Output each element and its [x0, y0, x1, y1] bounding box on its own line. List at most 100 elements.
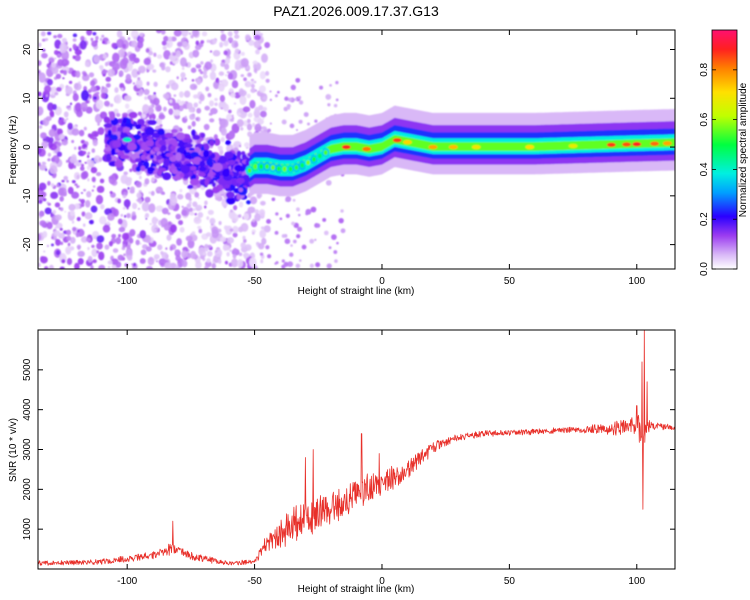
spectrogram-noise-cell [91, 148, 96, 153]
spectrogram-noise-cell [228, 88, 234, 93]
spectrogram-noise-cell [144, 234, 152, 244]
spectrogram-noise-cell [108, 175, 116, 185]
spectrogram-noise-cell [237, 112, 241, 116]
spectrogram-noise-cell [91, 189, 94, 192]
spectrogram-noise-cell [230, 92, 236, 98]
spectrogram-noise-cell [181, 209, 188, 216]
spectrogram-noise-cell [212, 38, 217, 45]
spectrogram-noise-cell [177, 263, 180, 266]
spectrogram-noise-cell [87, 151, 91, 155]
spectrogram-noise-cell [315, 262, 321, 268]
spectrogram-noise-cell [95, 99, 104, 110]
spectrogram-noise-cell [205, 232, 212, 237]
spectrogram-noise-cell [154, 228, 157, 232]
spectrogram-noise-cell [127, 186, 130, 190]
spectrogram-noise-cell [234, 48, 240, 54]
spectrogram-noise-cell [190, 34, 194, 39]
spectrogram-cluster-cell [137, 118, 145, 126]
spectrogram-hot-spot [632, 141, 642, 147]
spectrogram-noise-cell [69, 236, 76, 244]
spectrogram-noise-cell [56, 53, 61, 58]
spectrogram-hot-spot [568, 143, 578, 149]
spectrogram-noise-cell [240, 57, 249, 68]
spectrogram-noise-cell [160, 30, 166, 35]
spectrogram-noise-cell [303, 112, 309, 118]
spectrogram-noise-cell [223, 103, 229, 112]
spectrogram-noise-cell [163, 35, 169, 42]
spectrogram-noise-cell [61, 179, 65, 183]
spectrogram-noise-cell [40, 255, 45, 262]
spectrogram-noise-cell [82, 223, 86, 227]
spectrogram-noise-cell [229, 249, 232, 252]
spectrogram-noise-cell [63, 119, 67, 123]
spectrogram-noise-cell [45, 94, 49, 98]
spectrogram-noise-cell [50, 191, 59, 200]
spectrogram-cluster-cell [134, 158, 142, 163]
spectrogram-noise-cell [150, 190, 155, 196]
spectrogram-noise-cell [253, 40, 261, 49]
snr-x-label: Height of straight line (km) [298, 584, 415, 595]
spectrogram-noise-cell [123, 171, 128, 176]
spectrogram-noise-cell [104, 244, 110, 250]
spectrogram-noise-cell [212, 50, 221, 57]
spectrogram-noise-cell [65, 246, 72, 255]
spectrogram-cluster-cell [122, 117, 127, 124]
spectrogram-noise-cell [131, 211, 136, 216]
spectrogram-noise-cell [179, 91, 184, 98]
spectrogram-noise-cell [309, 238, 315, 244]
spectrogram-noise-cell [296, 207, 300, 212]
spectrogram-noise-cell [112, 208, 119, 217]
spectrogram-noise-cell [48, 61, 52, 65]
spectrogram-noise-cell [168, 108, 174, 115]
spectrogram-noise-cell [165, 247, 168, 250]
spectrogram-noise-cell [161, 40, 167, 46]
spectrogram-noise-cell [183, 90, 191, 98]
spectrogram-noise-cell [165, 39, 173, 49]
spectrogram-x-tick-label: -100 [117, 276, 137, 287]
spectrogram-noise-cell [135, 181, 142, 188]
spectrogram-noise-cell [236, 259, 244, 268]
spectrogram-cluster-cell [158, 139, 167, 146]
spectrogram-noise-cell [259, 110, 267, 118]
spectrogram-noise-cell [231, 116, 235, 120]
spectrogram-noise-cell [105, 83, 111, 88]
spectrogram-noise-cell [59, 117, 62, 120]
spectrogram-noise-cell [340, 228, 346, 234]
spectrogram-noise-cell [41, 191, 47, 198]
spectrogram-noise-cell [112, 52, 120, 63]
spectrogram-noise-cell [57, 33, 63, 39]
spectrogram-noise-cell [46, 221, 53, 230]
spectrogram-noise-cell [48, 141, 54, 149]
spectrogram-noise-cell [294, 98, 298, 101]
spectrogram-noise-cell [40, 31, 46, 37]
spectrogram-noise-cell [119, 58, 128, 70]
spectrogram-noise-cell [182, 40, 188, 47]
spectrogram-noise-cell [51, 148, 54, 151]
spectrogram-noise-cell [233, 247, 237, 253]
spectrogram-noise-cell [283, 106, 288, 112]
spectrogram-noise-cell [220, 136, 226, 143]
spectrogram-noise-cell [113, 108, 119, 115]
spectrogram-cluster-cell [246, 200, 251, 205]
snr-y-tick-label: 4000 [22, 398, 33, 421]
spectrogram-noise-cell [194, 212, 198, 216]
spectrogram-cluster-cell [145, 139, 154, 147]
spectrogram-noise-cell [54, 57, 57, 60]
spectrogram-noise-cell [80, 101, 88, 111]
spectrogram-noise-cell [74, 54, 81, 62]
spectrogram-cluster-cell [172, 169, 179, 175]
snr-x-ticks: -100 -50 0 50 100 [117, 330, 646, 587]
spectrogram-noise-cell [55, 73, 62, 80]
spectrogram-noise-cell [38, 42, 42, 47]
spectrogram-noise-cell [81, 89, 89, 101]
spectrogram-noise-cell [184, 77, 187, 80]
spectrogram-noise-cell [122, 194, 127, 199]
spectrogram-noise-cell [86, 30, 93, 36]
spectrogram-noise-cell [309, 263, 314, 268]
spectrogram-cluster-cell [157, 129, 165, 136]
spectrogram-noise-cell [105, 76, 112, 82]
spectrogram-noise-cell [65, 86, 73, 95]
spectrogram-noise-cell [53, 230, 61, 237]
spectrogram-cluster-cell [111, 125, 117, 133]
spectrogram-noise-cell [156, 30, 162, 34]
